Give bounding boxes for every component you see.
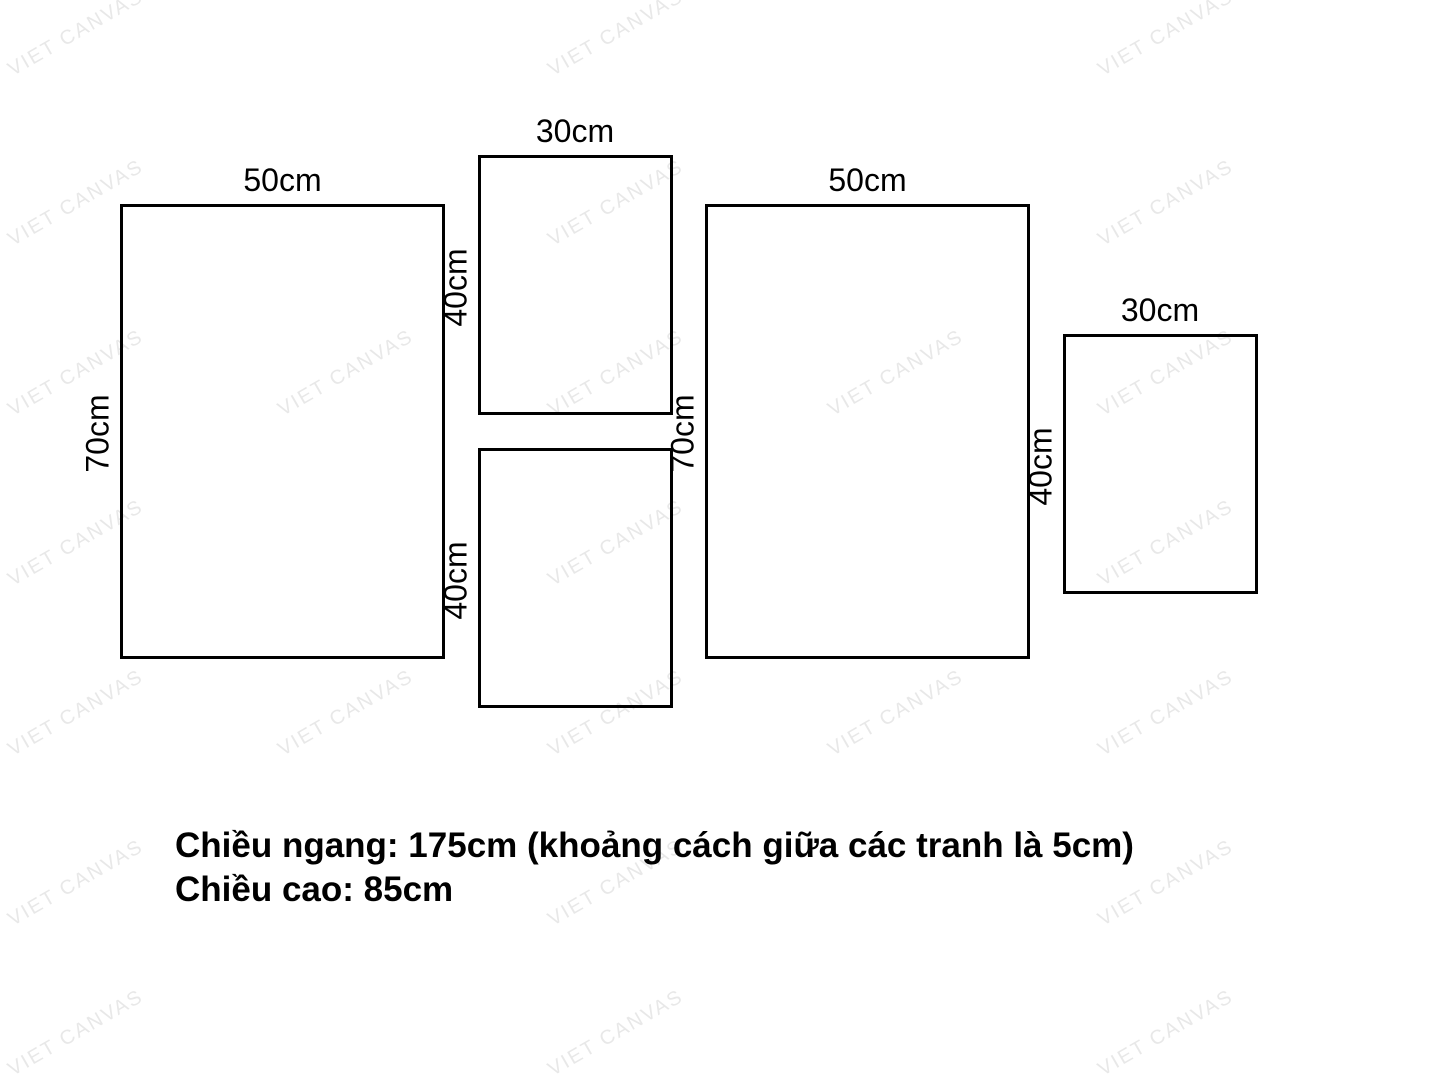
watermark-text: VIET CANVAS [4, 0, 148, 81]
panel-4-width-label: 50cm [705, 162, 1030, 199]
panel-1 [120, 204, 445, 659]
watermark-text: VIET CANVAS [1094, 155, 1238, 251]
panel-2-height-label: 40cm [437, 228, 474, 348]
watermark-text: VIET CANVAS [544, 0, 688, 81]
panel-2-width-label: 30cm [478, 113, 673, 150]
watermark-text: VIET CANVAS [4, 835, 148, 931]
panel-4-height-label: 70cm [665, 374, 702, 494]
total-width-label: Chiều ngang: 175cm (khoảng cách giữa các… [175, 826, 1134, 866]
panel-5 [1063, 334, 1258, 594]
panel-1-height-label: 70cm [80, 374, 117, 494]
panel-5-width-label: 30cm [1063, 292, 1258, 329]
watermark-text: VIET CANVAS [274, 665, 418, 761]
watermark-text: VIET CANVAS [1094, 0, 1238, 81]
watermark-text: VIET CANVAS [544, 985, 688, 1081]
watermark-text: VIET CANVAS [1094, 985, 1238, 1081]
watermark-text: VIET CANVAS [4, 665, 148, 761]
panel-4 [705, 204, 1030, 659]
panel-3 [478, 448, 673, 708]
panel-2 [478, 155, 673, 415]
total-height-label: Chiều cao: 85cm [175, 870, 453, 910]
watermark-text: VIET CANVAS [4, 985, 148, 1081]
watermark-text: VIET CANVAS [824, 665, 968, 761]
panel-1-width-label: 50cm [120, 162, 445, 199]
panel-3-height-label: 40cm [437, 520, 474, 640]
panel-5-height-label: 40cm [1022, 406, 1059, 526]
watermark-text: VIET CANVAS [1094, 665, 1238, 761]
